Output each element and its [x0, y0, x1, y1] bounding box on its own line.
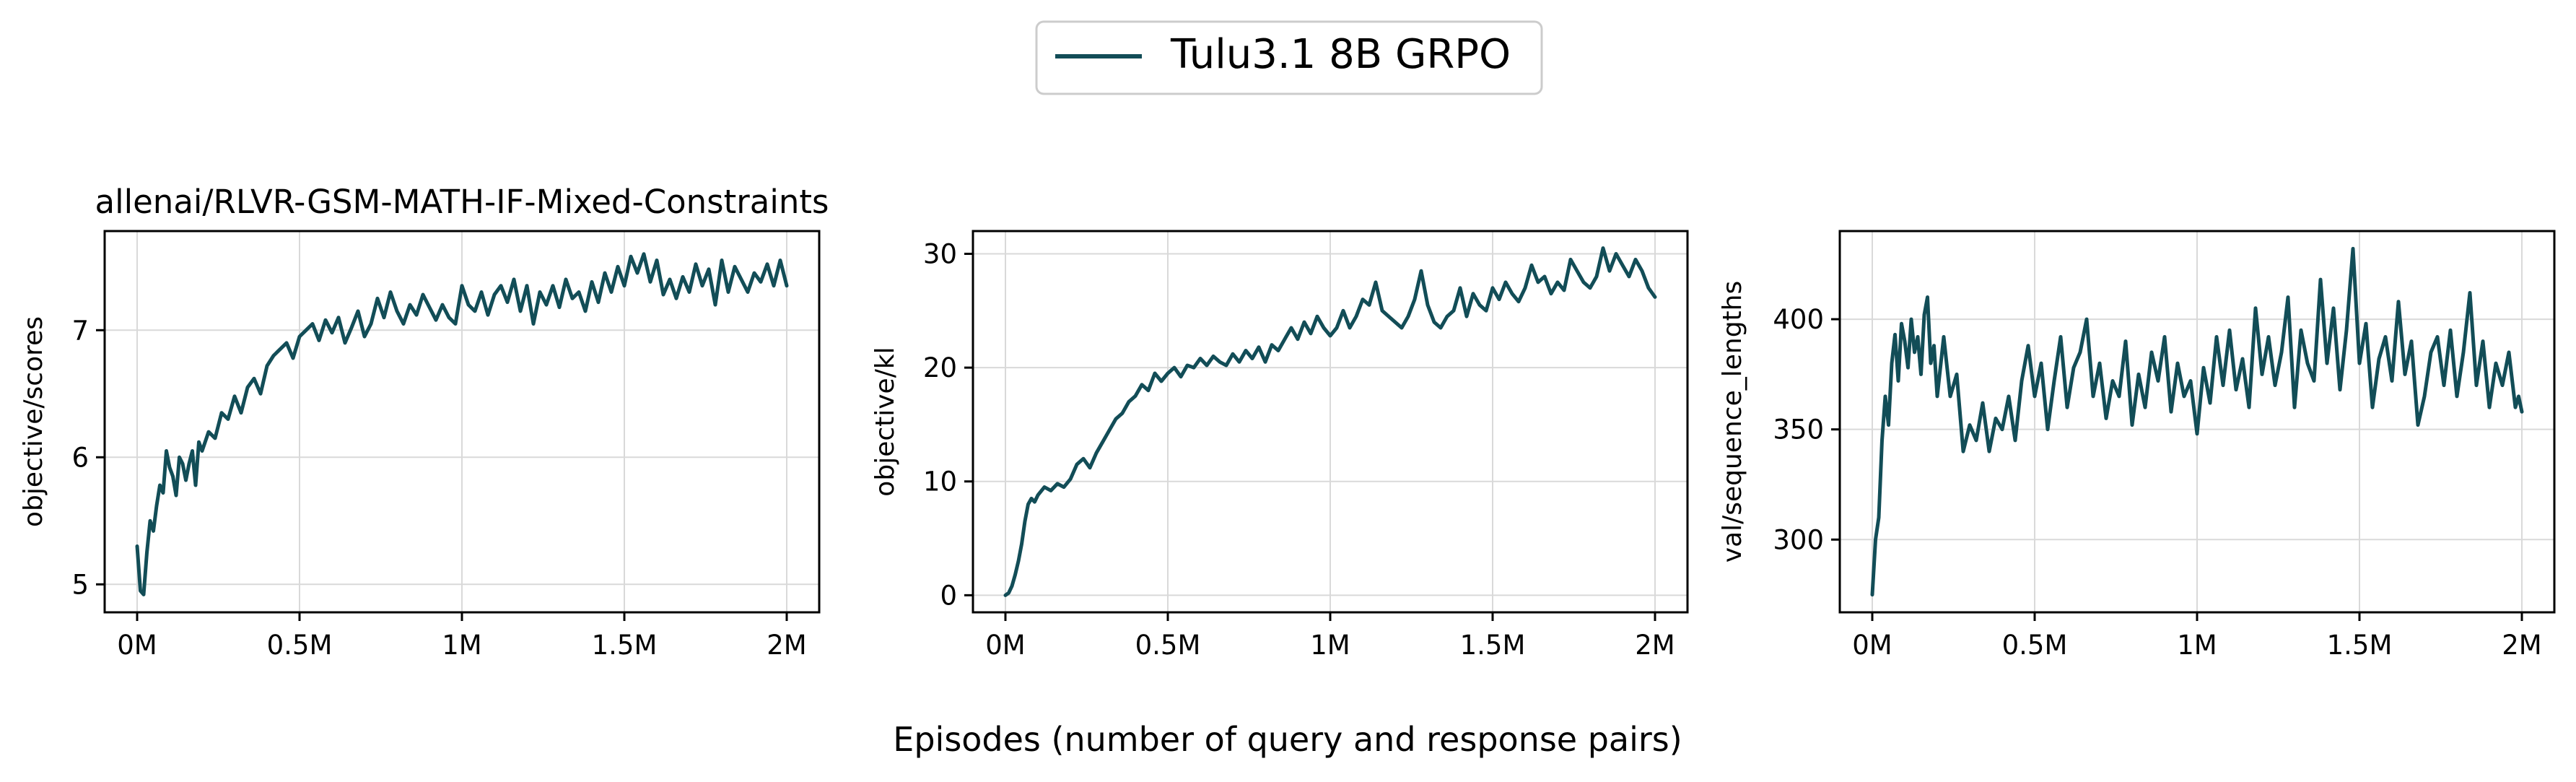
y-axis-label: objective/kl — [870, 347, 900, 496]
x-tick-label: 2M — [2502, 630, 2541, 661]
y-tick-label: 400 — [1773, 304, 1824, 335]
plot-area — [1003, 246, 1657, 597]
y-tick-label: 0 — [940, 580, 957, 611]
y-ticks: 300 350 400 — [1773, 304, 1840, 555]
x-tick-label: 1M — [1310, 630, 1350, 661]
x-tick-label: 0M — [1852, 630, 1892, 661]
x-ticks: 0M 0.5M 1M 1.5M 2M — [1852, 612, 2542, 661]
y-tick-label: 10 — [923, 466, 957, 498]
y-axis-label: objective/scores — [19, 316, 48, 527]
y-tick-label: 350 — [1773, 414, 1824, 446]
y-tick-label: 300 — [1773, 524, 1824, 555]
x-tick-label: 1M — [2177, 630, 2217, 661]
x-tick-label: 0.5M — [267, 630, 333, 661]
x-tick-label: 0M — [117, 630, 157, 661]
x-tick-label: 2M — [767, 630, 806, 661]
x-tick-label: 0M — [985, 630, 1025, 661]
x-tick-label: 0.5M — [2002, 630, 2068, 661]
y-tick-label: 7 — [71, 315, 89, 346]
y-tick-label: 5 — [71, 569, 89, 600]
plot-area — [135, 252, 789, 596]
legend: Tulu3.1 8B GRPO — [1035, 20, 1543, 95]
chart-panel-1: allenai/RLVR-GSM-MATH-IF-Mixed-Constrain… — [19, 183, 829, 661]
y-tick-label: 30 — [923, 239, 957, 270]
x-ticks: 0M 0.5M 1M 1.5M 2M — [985, 612, 1675, 661]
x-tick-label: 1M — [442, 630, 481, 661]
x-tick-label: 1.5M — [1460, 630, 1526, 661]
y-tick-label: 20 — [923, 352, 957, 383]
series-line — [1003, 246, 1657, 597]
x-ticks: 0M 0.5M 1M 1.5M 2M — [117, 612, 807, 661]
x-tick-label: 2M — [1635, 630, 1675, 661]
series-line — [135, 252, 789, 596]
legend-label: Tulu3.1 8B GRPO — [1170, 31, 1511, 78]
x-tick-label: 1.5M — [2327, 630, 2393, 661]
chart-title: allenai/RLVR-GSM-MATH-IF-Mixed-Constrain… — [95, 183, 829, 221]
grid — [973, 231, 1688, 612]
legend-box — [1035, 20, 1543, 95]
series-line — [1870, 246, 2524, 597]
y-axis-label: val/sequence_lengths — [1718, 281, 1747, 562]
y-ticks: 5 6 7 — [71, 315, 105, 600]
x-axis-label: Episodes (number of query and response p… — [893, 720, 1682, 759]
chart-panel-3: 0M 0.5M 1M 1.5M 2M 300 350 400 val/sequence_le… — [1718, 230, 2556, 661]
chart-panel-2: 0M 0.5M 1M 1.5M 2M 0 10 20 30 objective/kl — [870, 230, 1689, 661]
x-tick-label: 1.5M — [592, 630, 658, 661]
plot-area — [1870, 246, 2524, 597]
x-tick-label: 0.5M — [1135, 630, 1201, 661]
y-tick-label: 6 — [71, 442, 89, 473]
y-ticks: 0 10 20 30 — [923, 239, 973, 611]
